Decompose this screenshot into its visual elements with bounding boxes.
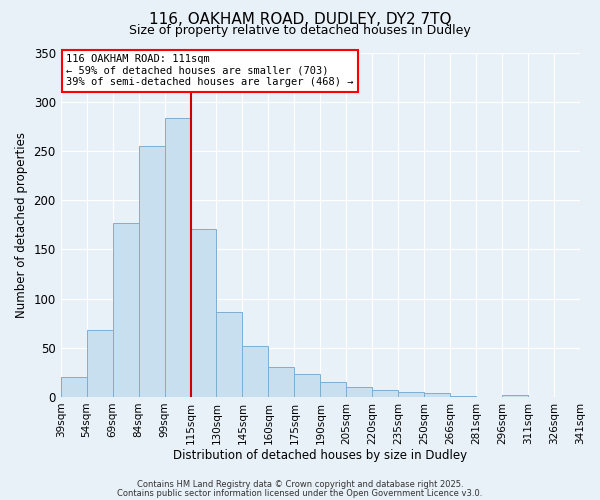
Bar [320,382,346,397]
Bar [346,387,372,397]
Bar [86,330,113,397]
Bar [61,378,86,397]
Bar [113,223,139,397]
Y-axis label: Number of detached properties: Number of detached properties [15,132,28,318]
Bar [191,228,217,397]
Text: Contains public sector information licensed under the Open Government Licence v3: Contains public sector information licen… [118,489,482,498]
X-axis label: Distribution of detached houses by size in Dudley: Distribution of detached houses by size … [173,450,467,462]
Bar [398,392,424,397]
Bar [217,312,242,397]
Text: 116 OAKHAM ROAD: 111sqm
← 59% of detached houses are smaller (703)
39% of semi-d: 116 OAKHAM ROAD: 111sqm ← 59% of detache… [66,54,353,88]
Bar [139,146,164,397]
Bar [268,368,295,397]
Bar [450,396,476,397]
Bar [164,118,191,397]
Text: Size of property relative to detached houses in Dudley: Size of property relative to detached ho… [129,24,471,37]
Bar [242,346,268,397]
Bar [295,374,320,397]
Text: 116, OAKHAM ROAD, DUDLEY, DY2 7TQ: 116, OAKHAM ROAD, DUDLEY, DY2 7TQ [149,12,451,28]
Bar [424,393,450,397]
Bar [502,395,528,397]
Text: Contains HM Land Registry data © Crown copyright and database right 2025.: Contains HM Land Registry data © Crown c… [137,480,463,489]
Bar [372,390,398,397]
